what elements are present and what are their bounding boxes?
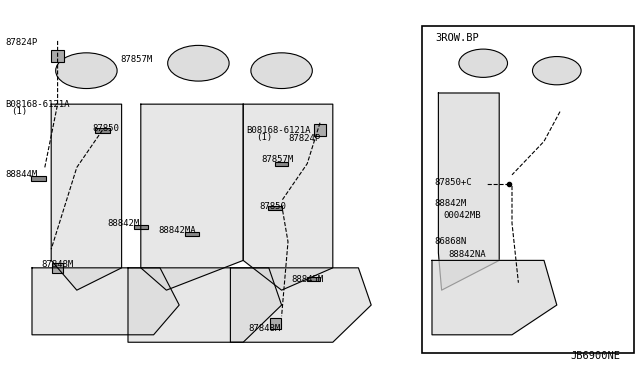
Text: 88844M: 88844M xyxy=(5,170,37,179)
Bar xyxy=(186,232,198,237)
Bar xyxy=(422,26,634,353)
Polygon shape xyxy=(230,268,371,342)
Text: 88842M: 88842M xyxy=(108,219,140,228)
Bar xyxy=(95,128,110,132)
Text: B08168-6121A: B08168-6121A xyxy=(246,126,311,135)
Text: 87857M: 87857M xyxy=(120,55,152,64)
Bar xyxy=(519,203,531,206)
Text: JB6900NE: JB6900NE xyxy=(571,351,621,361)
Text: 88842NA: 88842NA xyxy=(448,250,486,259)
Text: 87850: 87850 xyxy=(93,124,120,133)
Text: 86868N: 86868N xyxy=(434,237,466,246)
Text: 00042MB: 00042MB xyxy=(443,211,481,220)
Circle shape xyxy=(459,49,508,77)
Bar xyxy=(134,225,147,229)
Text: 87857M: 87857M xyxy=(261,155,293,164)
Text: 87824P: 87824P xyxy=(288,134,320,143)
Text: 87848M: 87848M xyxy=(248,324,280,333)
Polygon shape xyxy=(32,268,179,335)
Bar xyxy=(269,206,282,211)
Text: 88845M: 88845M xyxy=(291,275,323,284)
Text: 3ROW.BP: 3ROW.BP xyxy=(435,33,479,44)
Polygon shape xyxy=(432,260,557,335)
Bar xyxy=(307,277,321,281)
Bar xyxy=(555,114,565,124)
Polygon shape xyxy=(128,268,282,342)
Text: 88842MA: 88842MA xyxy=(159,226,196,235)
Text: 87848M: 87848M xyxy=(42,260,74,269)
Bar xyxy=(31,176,46,181)
Bar xyxy=(525,251,537,255)
Text: 87850+C: 87850+C xyxy=(434,178,472,187)
Circle shape xyxy=(251,53,312,89)
Polygon shape xyxy=(438,93,499,290)
Circle shape xyxy=(168,45,229,81)
Bar xyxy=(270,318,280,329)
Polygon shape xyxy=(141,104,243,290)
Bar xyxy=(52,263,63,273)
Circle shape xyxy=(56,53,117,89)
Polygon shape xyxy=(51,104,122,290)
Bar xyxy=(51,50,64,62)
Bar xyxy=(314,124,326,136)
Circle shape xyxy=(532,57,581,85)
Text: 87850: 87850 xyxy=(259,202,286,211)
Text: 88842M: 88842M xyxy=(434,199,466,208)
Bar xyxy=(275,161,288,166)
Text: 87824P: 87824P xyxy=(5,38,37,47)
Text: (1): (1) xyxy=(12,107,28,116)
Text: B08168-6121A: B08168-6121A xyxy=(5,100,70,109)
Polygon shape xyxy=(243,104,333,290)
Bar xyxy=(500,229,511,232)
Text: (1): (1) xyxy=(256,133,272,142)
Bar xyxy=(506,184,518,188)
